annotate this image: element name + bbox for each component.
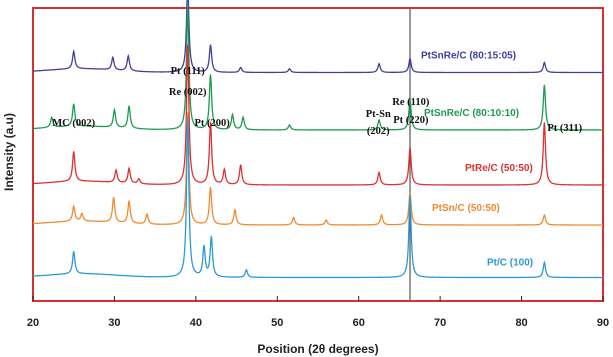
x-axis-tick-labels: 20 30 40 50 60 70 80 90 — [27, 317, 609, 329]
peak-annotation: Re (110) — [392, 97, 430, 108]
series-label-1: PtSnRe/C (80:15:05) — [421, 51, 516, 62]
series-line-5 — [32, 117, 603, 279]
series-label-2: PtSnRe/C (80:10:10) — [424, 108, 519, 119]
x-tick-label: 20 — [27, 317, 39, 329]
x-tick-label: 40 — [190, 317, 202, 329]
peak-annotation: Pt (311) — [547, 123, 582, 134]
peak-annotations: MC (002) Pt (111) Re (002) Pt (200) Pt-Sn (20… — [52, 66, 582, 137]
x-axis-title: Position (2θ degrees) — [257, 342, 378, 356]
series-label-5: Pt/C (100) — [487, 258, 533, 269]
series-line-1 — [32, 0, 603, 74]
peak-annotation: Pt (200) — [195, 118, 231, 129]
series-labels: PtSnRe/C (80:15:05) PtSnRe/C (80:10:10) Pt… — [421, 51, 533, 269]
plot-frame — [32, 7, 604, 302]
x-tick-label: 90 — [597, 317, 609, 329]
y-axis-title: Intensity (a.u) — [2, 113, 16, 191]
peak-annotation: (202) — [367, 126, 390, 137]
peak-annotation: MC (002) — [52, 118, 95, 129]
x-tick-label: 70 — [434, 317, 446, 329]
x-tick-label: 30 — [108, 317, 120, 329]
series-label-4: PtSn/C (50:50) — [432, 203, 500, 214]
series-line-3 — [32, 44, 603, 186]
peak-annotation: Pt (220) — [393, 115, 429, 126]
series-label-3: PtRe/C (50:50) — [465, 163, 533, 174]
series-line-2 — [32, 4, 603, 131]
series-line-4 — [32, 112, 603, 226]
peak-annotation: Pt (111) — [171, 66, 206, 77]
peak-annotation: Pt-Sn — [366, 109, 391, 120]
x-tick-label: 80 — [515, 317, 527, 329]
peak-annotation: Re (002) — [169, 87, 207, 98]
x-tick-label: 60 — [353, 317, 365, 329]
x-axis-ticks — [32, 296, 604, 301]
x-tick-label: 50 — [271, 317, 283, 329]
series-group — [32, 0, 603, 279]
